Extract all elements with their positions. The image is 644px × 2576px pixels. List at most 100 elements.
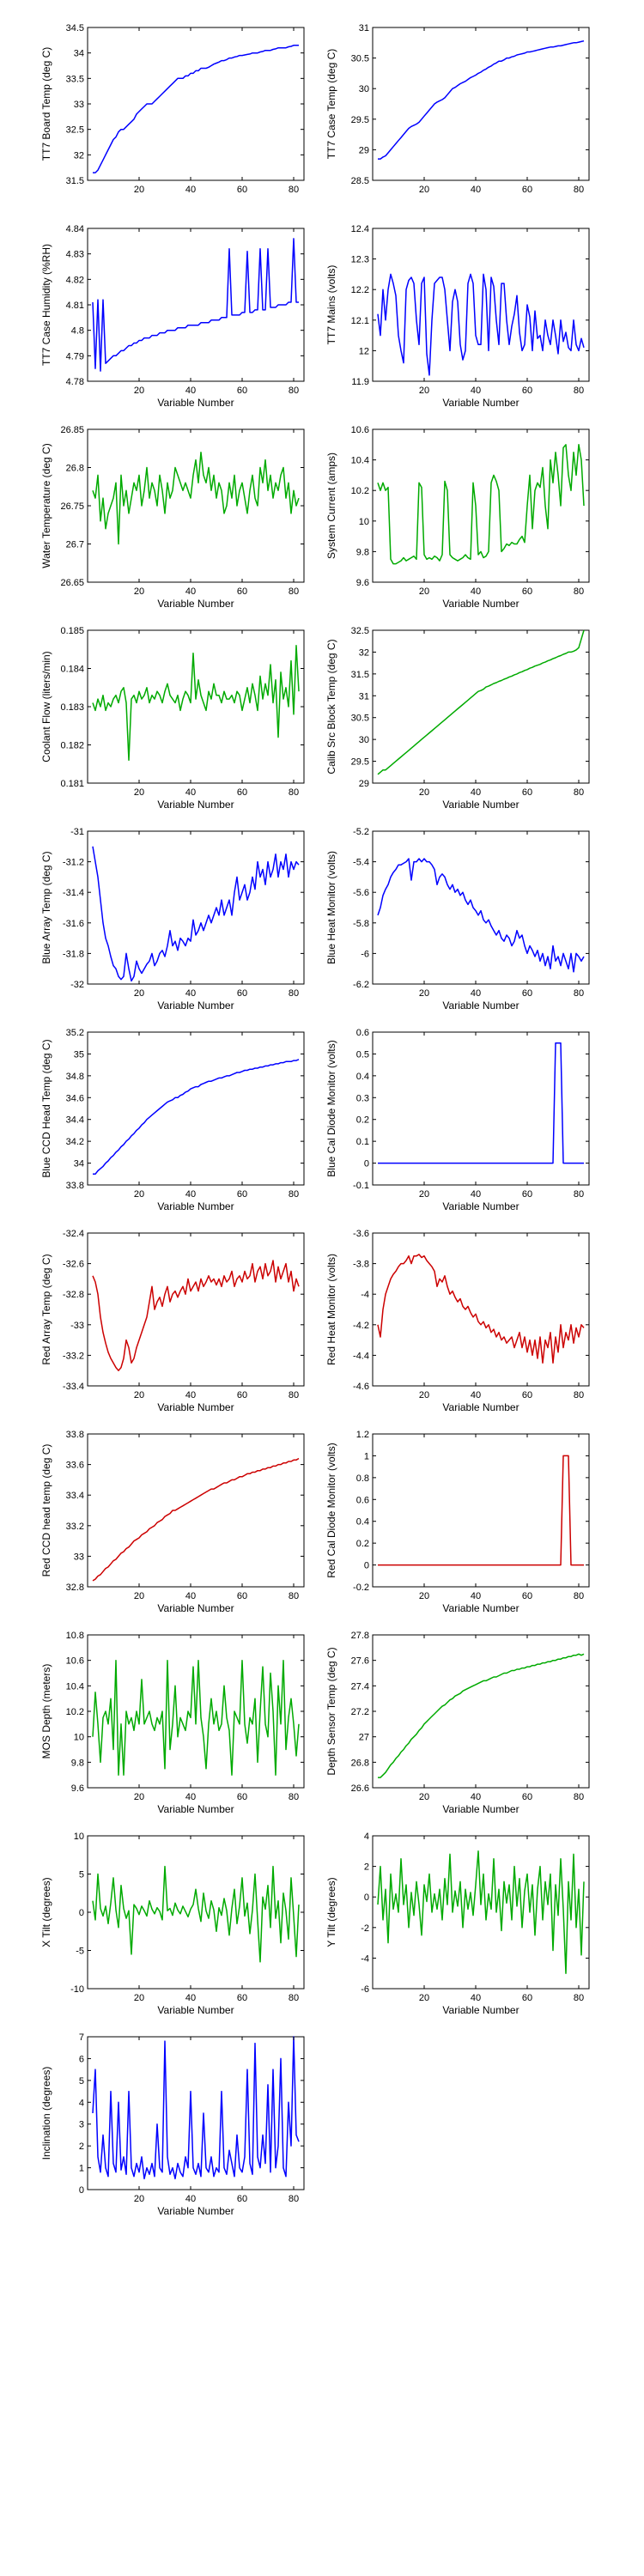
plot-area	[87, 228, 305, 382]
y-axis-label: TT7 Case Humidity (%RH)	[40, 244, 52, 366]
y-tick-label: 32	[74, 150, 84, 161]
x-tick-label: 20	[134, 386, 144, 396]
x-tick-label: 20	[419, 1390, 429, 1400]
x-tick-label: 20	[419, 988, 429, 999]
y-tick-label: -3.8	[353, 1260, 369, 1270]
series-line	[377, 273, 585, 376]
x-tick-label: 80	[289, 1390, 299, 1400]
y-tick-label: 4	[364, 1832, 369, 1842]
y-tick-label: 1	[79, 2164, 84, 2174]
x-tick-label: 20	[134, 1993, 144, 2003]
subplot-21: 20 40 60 80 0 1 2 3 4 5 6 7 Inclination (degrees) Var…	[40, 2032, 305, 2217]
y-tick-label: 30	[359, 84, 369, 94]
x-tick-label: 80	[289, 988, 299, 999]
x-tick-label: 60	[237, 1591, 247, 1601]
x-tick-label: 60	[522, 787, 532, 798]
y-tick-label: 34.5	[66, 23, 84, 33]
y-axis-label: Blue Array Temp (deg C)	[40, 851, 52, 963]
series-line	[92, 238, 299, 372]
x-axis-label: Variable Number	[442, 2004, 519, 2016]
x-tick-label: 60	[237, 1792, 247, 1802]
x-axis-label: Variable Number	[442, 1401, 519, 1413]
x-axis-label: Variable Number	[157, 2004, 234, 2016]
x-axis-label: Variable Number	[157, 397, 234, 409]
subplot-8: 20 40 60 80 29 29.5 30 30.5 31 31.5 32 32.5 Calib Sr…	[325, 626, 590, 811]
y-tick-label: -5.8	[353, 919, 369, 929]
x-tick-label: 20	[419, 787, 429, 798]
y-axis-label: Depth Sensor Temp (deg C)	[325, 1647, 337, 1775]
x-tick-label: 20	[134, 2194, 144, 2204]
y-tick-label: 27.4	[351, 1681, 369, 1692]
y-tick-label: 4	[79, 2098, 84, 2108]
y-tick-label: 31.5	[351, 670, 369, 680]
y-tick-label: 31	[359, 691, 369, 702]
y-tick-label: 1.2	[356, 1430, 369, 1440]
y-axis-label: Red CCD head temp (deg C)	[40, 1444, 52, 1577]
x-tick-label: 60	[522, 1390, 532, 1400]
x-tick-label: 20	[419, 1792, 429, 1802]
y-axis-label: TT7 Case Temp (deg C)	[325, 49, 337, 160]
series-line	[378, 1042, 584, 1164]
y-tick-label: -33	[70, 1321, 84, 1331]
x-tick-label: 20	[134, 988, 144, 999]
x-tick-label: 80	[574, 1189, 584, 1200]
x-axis-label: Variable Number	[157, 1803, 234, 1815]
subplot-18: 20 40 60 80 26.6 26.8 27 27.2 27.4 27.6 27.8 Depth …	[325, 1631, 590, 1815]
y-tick-label: 32	[359, 647, 369, 658]
x-tick-label: 80	[289, 2194, 299, 2204]
series-line	[377, 444, 585, 565]
x-tick-label: 40	[185, 586, 196, 597]
y-tick-label: 9.8	[71, 1758, 84, 1768]
x-axis-label: Variable Number	[157, 999, 234, 1012]
subplot-20: 20 40 60 80 -6 -4 -2 0 2 4 Y Tilt (degrees) Variabl…	[325, 1832, 590, 2016]
x-tick-label: 40	[185, 386, 196, 396]
plot-area	[87, 1835, 305, 1990]
y-tick-label: 4.84	[66, 224, 84, 234]
y-axis-label: Blue Heat Monitor (volts)	[325, 851, 337, 964]
y-tick-label: 0	[364, 1893, 369, 1903]
y-tick-label: 26.8	[351, 1758, 369, 1768]
y-axis-label: MOS Depth (meters)	[40, 1664, 52, 1759]
subplot-13: 20 40 60 80 -33.4 -33.2 -33 -32.8 -32.6 -32.4 Red …	[40, 1229, 305, 1413]
y-axis-label: Y Tilt (degrees)	[325, 1877, 337, 1947]
y-tick-label: 1	[364, 1451, 369, 1461]
y-axis-label: Blue Cal Diode Monitor (volts)	[325, 1040, 337, 1176]
x-tick-label: 60	[237, 185, 247, 195]
y-tick-label: 28.5	[351, 176, 369, 186]
y-tick-label: 0	[364, 1159, 369, 1170]
x-tick-label: 20	[419, 586, 429, 597]
series-line	[93, 1059, 300, 1176]
y-tick-label: 9.6	[356, 578, 369, 588]
subplot-10: 20 40 60 80 -6.2 -6 -5.8 -5.6 -5.4 -5.2 Blue Heat …	[325, 827, 590, 1012]
x-axis-label: Variable Number	[157, 1200, 234, 1212]
y-tick-label: -4	[361, 1953, 369, 1964]
y-tick-label: 0	[79, 2185, 84, 2196]
series-line	[377, 629, 585, 775]
y-tick-label: 26.75	[60, 501, 84, 512]
series-line	[378, 39, 585, 160]
y-tick-label: 10	[359, 517, 369, 527]
y-tick-label: -33.4	[63, 1382, 84, 1392]
y-tick-label: 12.1	[351, 316, 369, 326]
y-tick-label: -4	[361, 1290, 369, 1300]
y-tick-label: 10.6	[66, 1656, 84, 1667]
y-tick-label: -33.2	[63, 1351, 84, 1361]
y-tick-label: -5.6	[353, 888, 369, 898]
y-axis-label: Blue CCD Head Temp (deg C)	[40, 1039, 52, 1177]
series-line	[92, 1659, 300, 1776]
y-axis-label: Red Heat Monitor (volts)	[325, 1254, 337, 1365]
series-line	[92, 1457, 300, 1582]
x-tick-label: 20	[134, 1591, 144, 1601]
x-tick-label: 80	[289, 386, 299, 396]
y-tick-label: -4.4	[353, 1351, 369, 1361]
y-tick-label: 27	[359, 1733, 369, 1743]
y-tick-label: 4.83	[66, 250, 84, 260]
x-tick-label: 60	[237, 586, 247, 597]
y-axis-label: X Tilt (degrees)	[40, 1877, 52, 1947]
y-tick-label: 32.5	[66, 125, 84, 136]
x-tick-label: 20	[419, 386, 429, 396]
y-tick-label: 33.8	[66, 1430, 84, 1440]
y-tick-label: 0.8	[356, 1473, 369, 1484]
x-tick-label: 80	[574, 386, 584, 396]
x-tick-label: 60	[237, 1993, 247, 2003]
